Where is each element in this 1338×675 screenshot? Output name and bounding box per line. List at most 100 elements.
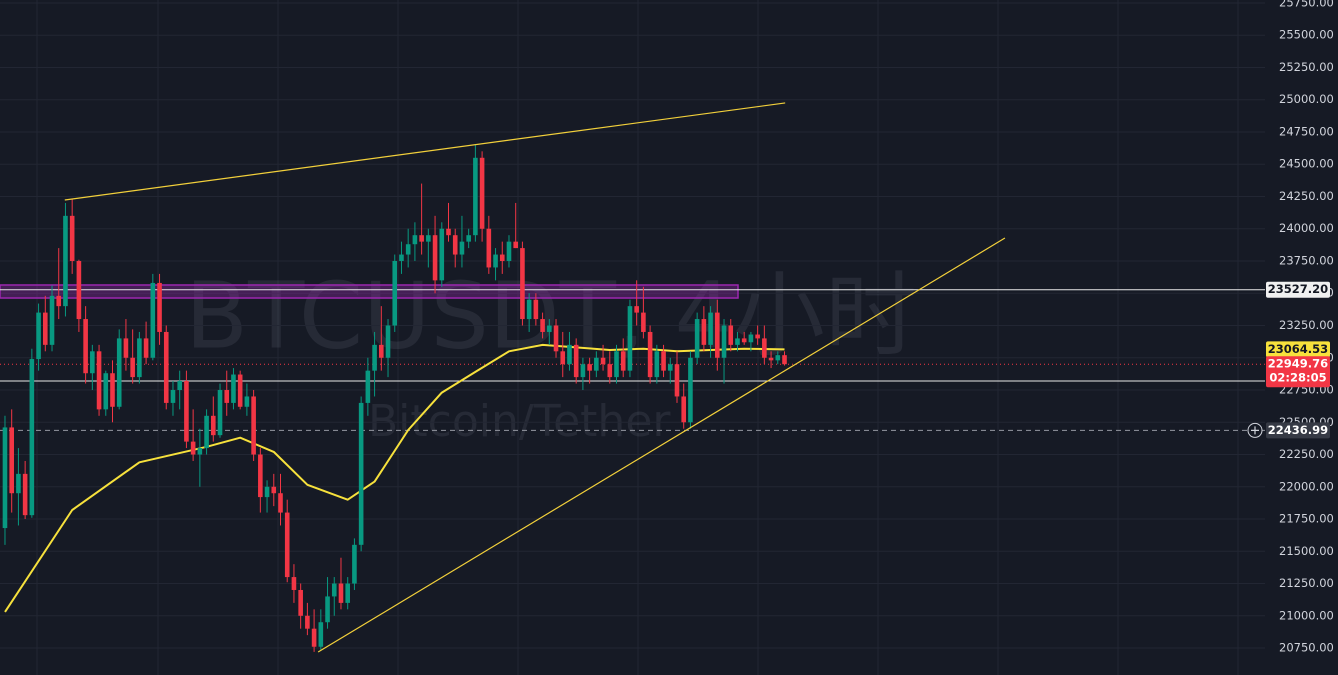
y-tick-label: 25750.00	[1279, 0, 1334, 9]
candle-body	[499, 254, 505, 261]
candle-body	[405, 244, 411, 255]
candle-body	[392, 260, 398, 326]
candle-body	[190, 441, 196, 455]
y-tick-label: 21500.00	[1279, 544, 1334, 558]
candle-body	[345, 583, 351, 603]
add-alert-icon	[1251, 426, 1259, 435]
candle-body	[553, 325, 559, 352]
candle-body	[264, 486, 270, 498]
candle-body	[419, 235, 424, 242]
candle-body	[634, 306, 639, 313]
candle-body	[69, 215, 75, 261]
candle-body	[49, 295, 55, 345]
candle-body	[338, 583, 344, 603]
y-tick-label: 24250.00	[1279, 189, 1334, 203]
candle-body	[251, 396, 256, 455]
candle-body	[452, 235, 458, 255]
candle-body	[116, 338, 122, 407]
candle-body	[22, 473, 28, 516]
candle-body	[365, 370, 371, 403]
crosshair-label-box	[1266, 422, 1330, 439]
candle-body	[479, 157, 485, 229]
candle-body	[768, 357, 774, 361]
candle-body	[352, 544, 357, 584]
candle-body	[721, 325, 727, 358]
y-tick-label: 25500.00	[1279, 28, 1334, 42]
candle-body	[560, 351, 566, 365]
price-label: 22949.76	[1268, 357, 1328, 371]
candle-body	[96, 351, 102, 410]
candle-body	[9, 427, 14, 494]
candle-body	[594, 357, 599, 371]
candle-body	[177, 380, 182, 391]
watermark: BTCUSDT, 4小时	[185, 262, 917, 369]
candle-body	[459, 241, 465, 255]
y-tick-label: 25000.00	[1279, 92, 1334, 106]
candle-body	[184, 380, 189, 442]
candle-body	[137, 338, 142, 378]
candle-body	[278, 493, 283, 513]
candle-body	[627, 306, 633, 371]
y-tick-label: 21000.00	[1279, 608, 1334, 622]
candle-body	[210, 415, 216, 436]
candle-body	[715, 312, 720, 358]
candle-body	[311, 628, 317, 647]
candle-body	[29, 359, 35, 516]
candle-body	[506, 241, 512, 261]
candle-body	[513, 241, 519, 249]
candle-body	[237, 374, 243, 407]
candle-body	[372, 344, 377, 371]
y-tick-label: 21750.00	[1279, 512, 1334, 526]
candle-body	[412, 235, 418, 245]
candle-body	[318, 622, 324, 647]
candle-body	[526, 299, 532, 320]
trend-line	[64, 102, 786, 201]
y-tick-label: 24750.00	[1279, 124, 1334, 138]
candle-body	[56, 295, 62, 307]
candle-body	[540, 319, 545, 332]
y-tick-label: 23750.00	[1279, 253, 1334, 267]
candle-body	[694, 319, 700, 358]
candle-body	[674, 364, 680, 397]
candle-body	[748, 334, 754, 343]
candle-body	[533, 299, 539, 320]
candle-body	[647, 331, 653, 378]
candle-body	[661, 351, 666, 371]
y-tick-label: 25250.00	[1279, 60, 1334, 74]
candle-body	[547, 325, 552, 332]
candle-body	[103, 373, 109, 410]
candle-body	[708, 312, 713, 345]
candle-body	[614, 351, 619, 378]
y-tick-label: 22000.00	[1279, 479, 1334, 493]
candle-body	[143, 338, 149, 358]
candle-body	[224, 390, 230, 403]
countdown: 02:28:05	[1269, 371, 1326, 385]
y-tick-label: 22250.00	[1279, 447, 1334, 461]
price-label-box	[1266, 356, 1330, 388]
candle-body	[567, 344, 572, 365]
candle-body	[379, 344, 384, 358]
candle-body	[620, 351, 626, 371]
candle-body	[163, 331, 169, 403]
candle-body	[607, 364, 613, 378]
candle-body	[385, 325, 391, 358]
candle-body	[271, 486, 277, 494]
candle-body	[432, 235, 438, 281]
candle-body	[130, 357, 135, 378]
candle-body	[741, 338, 747, 343]
y-tick-label: 24500.00	[1279, 157, 1334, 171]
watermark-subtitle: Bitcoin/Tether	[368, 396, 671, 447]
y-tick-label: 20750.00	[1279, 641, 1334, 655]
candle-body	[399, 254, 404, 261]
candle-body	[580, 364, 586, 378]
candle-body	[231, 374, 236, 403]
candle-body	[762, 338, 767, 358]
crosshair-label: 22436.99	[1268, 423, 1328, 437]
candle-body	[728, 325, 734, 345]
candle-body	[150, 282, 156, 358]
candle-body	[782, 355, 787, 365]
candle-body	[90, 351, 95, 374]
